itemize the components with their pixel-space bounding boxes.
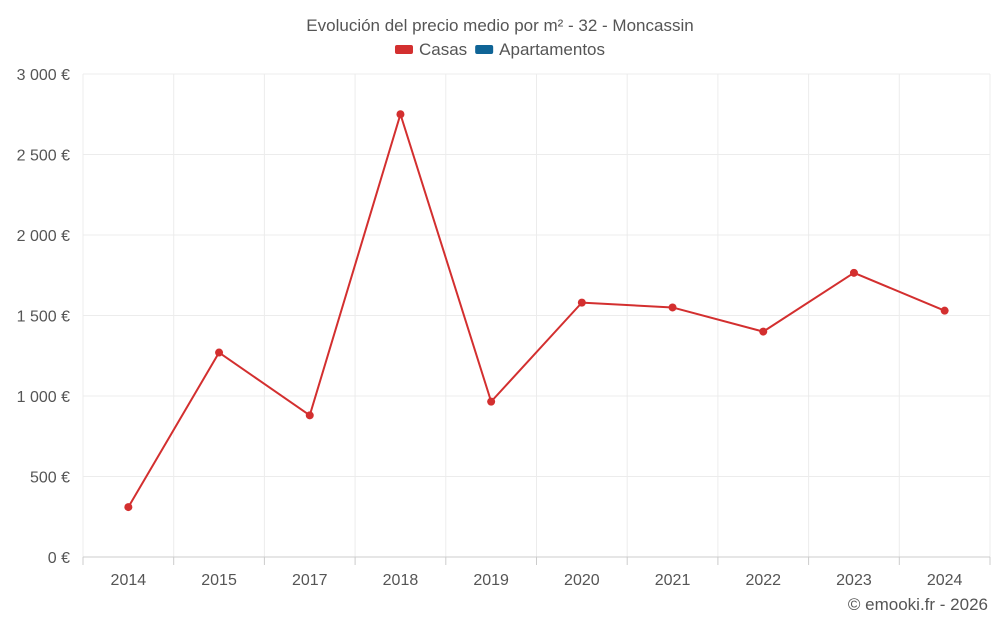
- x-tick-label: 2014: [111, 572, 147, 589]
- data-point[interactable]: [759, 327, 768, 336]
- legend-item-casas[interactable]: Casas: [394, 40, 467, 59]
- data-point[interactable]: [215, 348, 224, 357]
- data-point[interactable]: [124, 503, 133, 512]
- data-point[interactable]: [940, 306, 949, 315]
- x-tick-label: 2020: [564, 572, 600, 589]
- chart-title: Evolución del precio medio por m² - 32 -…: [306, 16, 693, 35]
- y-tick-label: 1 500 €: [17, 309, 70, 326]
- y-tick-label: 2 500 €: [17, 148, 70, 165]
- series-line-casas: [127, 113, 946, 508]
- grid-lines: [82, 73, 991, 557]
- legend-label: Casas: [419, 40, 467, 59]
- x-tick-label: 2024: [927, 572, 963, 589]
- legend-item-apartamentos[interactable]: Apartamentos: [475, 40, 605, 59]
- x-axis: 2014 2015 2017 2018 2019 2020 2021 2022 2023 2024: [82, 556, 991, 589]
- data-point[interactable]: [577, 298, 586, 307]
- x-tick-label: 2023: [836, 572, 872, 589]
- data-point[interactable]: [668, 303, 677, 312]
- legend-swatch: [475, 45, 494, 54]
- data-point[interactable]: [305, 411, 314, 420]
- x-tick-label: 2017: [292, 572, 328, 589]
- y-tick-label: 500 €: [30, 470, 70, 487]
- chart-legend: Casas Apartamentos: [394, 40, 605, 59]
- y-tick-label: 2 000 €: [17, 228, 70, 245]
- data-point[interactable]: [849, 268, 858, 277]
- legend-swatch: [394, 45, 413, 54]
- data-point[interactable]: [487, 397, 496, 406]
- y-tick-label: 0 €: [48, 550, 70, 567]
- x-tick-label: 2018: [383, 572, 419, 589]
- y-axis: 0 € 500 € 1 000 € 1 500 € 2 000 € 2 500 € 3 00…: [17, 67, 70, 567]
- series-layer: [124, 110, 949, 512]
- y-tick-label: 1 000 €: [17, 389, 70, 406]
- data-point[interactable]: [396, 110, 405, 119]
- legend-label: Apartamentos: [499, 40, 605, 59]
- x-tick-label: 2021: [655, 572, 691, 589]
- x-tick-label: 2019: [473, 572, 509, 589]
- x-tick-label: 2015: [201, 572, 237, 589]
- y-tick-label: 3 000 €: [17, 67, 70, 84]
- chart-credit: © emooki.fr - 2026: [848, 595, 988, 614]
- x-tick-label: 2022: [745, 572, 781, 589]
